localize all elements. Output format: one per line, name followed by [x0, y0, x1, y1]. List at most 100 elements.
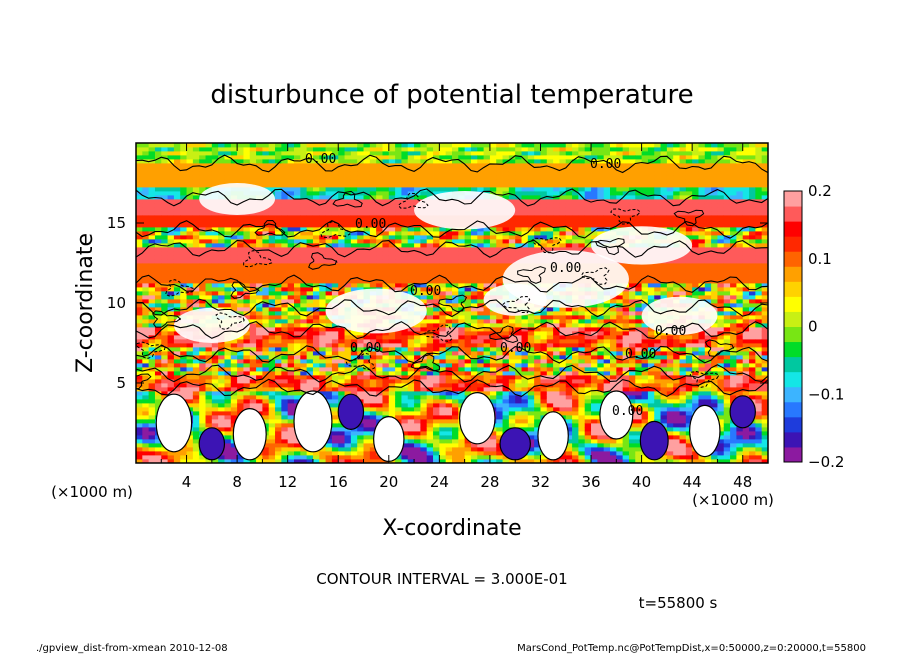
heatmap-cell [426, 447, 434, 452]
heatmap-cell [521, 395, 529, 400]
heatmap-cell [300, 451, 308, 456]
heatmap-cell [243, 343, 251, 348]
heatmap-cell [211, 175, 219, 180]
heatmap-cell [243, 295, 251, 300]
heatmap-cell [338, 263, 345, 268]
heatmap-cell [439, 359, 447, 364]
heatmap-cell [382, 251, 390, 256]
heatmap-cell [426, 319, 434, 324]
heatmap-cell [489, 403, 497, 408]
heatmap-cell [382, 379, 390, 384]
heatmap-cell [312, 311, 320, 316]
heatmap-cell [199, 383, 206, 388]
heatmap-cell [249, 227, 257, 232]
heatmap-cell [420, 191, 428, 196]
heatmap-cell [350, 243, 358, 248]
heatmap-cell [401, 423, 409, 428]
heatmap-cell [161, 255, 168, 260]
heatmap-cell [142, 391, 150, 396]
heatmap-cell [180, 283, 187, 288]
heatmap-cell [237, 399, 244, 404]
heatmap-cell [224, 251, 232, 256]
heatmap-cell [489, 171, 497, 176]
heatmap-cell [136, 419, 143, 424]
heatmap-cell [426, 391, 434, 396]
heatmap-cell [470, 231, 478, 236]
heatmap-cell [192, 423, 200, 428]
heatmap-cell [287, 383, 295, 388]
heatmap-cell [401, 447, 409, 452]
heatmap-cell [420, 255, 428, 260]
heatmap-cell [275, 295, 282, 300]
heatmap-cell [186, 183, 194, 188]
heatmap-cell [464, 187, 472, 192]
heatmap-cell [433, 323, 440, 328]
heatmap-cell [470, 243, 478, 248]
heatmap-cell [407, 259, 415, 264]
heatmap-cell [344, 199, 352, 204]
heatmap-cell [243, 279, 251, 284]
heatmap-cell [199, 267, 206, 272]
heatmap-cell [445, 335, 453, 340]
heatmap-cell [294, 207, 301, 212]
heatmap-cell [167, 351, 175, 356]
heatmap-cell [256, 347, 263, 352]
heatmap-cell [388, 239, 396, 244]
heatmap-cell [388, 235, 396, 240]
heatmap-cell [173, 255, 181, 260]
heatmap-cell [515, 351, 522, 356]
heatmap-cell [426, 347, 434, 352]
heatmap-cell [319, 239, 326, 244]
heatmap-cell [338, 291, 345, 296]
heatmap-cell [414, 271, 421, 276]
heatmap-cell [331, 335, 339, 340]
heatmap-cell [458, 283, 466, 288]
heatmap-cell [527, 399, 535, 404]
heatmap-cell [357, 155, 364, 160]
heatmap-cell [294, 219, 301, 224]
heatmap-cell [319, 159, 326, 164]
heatmap-cell [243, 271, 251, 276]
heatmap-cell [458, 187, 466, 192]
heatmap-cell [161, 303, 168, 308]
heatmap-cell [312, 187, 320, 192]
heatmap-cell [161, 195, 168, 200]
heatmap-cell [268, 343, 276, 348]
heatmap-cell [173, 167, 181, 172]
heatmap-cell [445, 363, 453, 368]
heatmap-cell [376, 223, 383, 228]
heatmap-cell [306, 319, 314, 324]
heatmap-cell [426, 439, 434, 444]
heatmap-cell [180, 195, 187, 200]
heatmap-cell [458, 359, 466, 364]
heatmap-cell [382, 219, 390, 224]
heatmap-cell [331, 275, 339, 280]
heatmap-cell [395, 339, 402, 344]
heatmap-cell [300, 223, 308, 228]
heatmap-cell [483, 275, 491, 280]
heatmap-cell [192, 459, 200, 463]
heatmap-cell [148, 151, 156, 156]
heatmap-cell [262, 419, 270, 424]
heatmap-cell [306, 363, 314, 368]
heatmap-cell [382, 143, 390, 148]
heatmap-cell [136, 459, 143, 463]
heatmap-cell [180, 155, 187, 160]
heatmap-cell [401, 171, 409, 176]
heatmap-cell [426, 423, 434, 428]
heatmap-cell [445, 175, 453, 180]
heatmap-cell [458, 247, 466, 252]
heatmap-cell [414, 435, 421, 440]
heatmap-cell [527, 427, 535, 432]
heatmap-cell [395, 203, 402, 208]
heatmap-cell [376, 379, 383, 384]
heatmap-cell [452, 267, 459, 272]
heatmap-cell [300, 379, 308, 384]
heatmap-cell [445, 435, 453, 440]
heatmap-cell [433, 159, 440, 164]
heatmap-cell [439, 271, 447, 276]
heatmap-cell [142, 339, 150, 344]
heatmap-cell [350, 279, 358, 284]
heatmap-cell [237, 227, 244, 232]
heatmap-cell [350, 283, 358, 288]
